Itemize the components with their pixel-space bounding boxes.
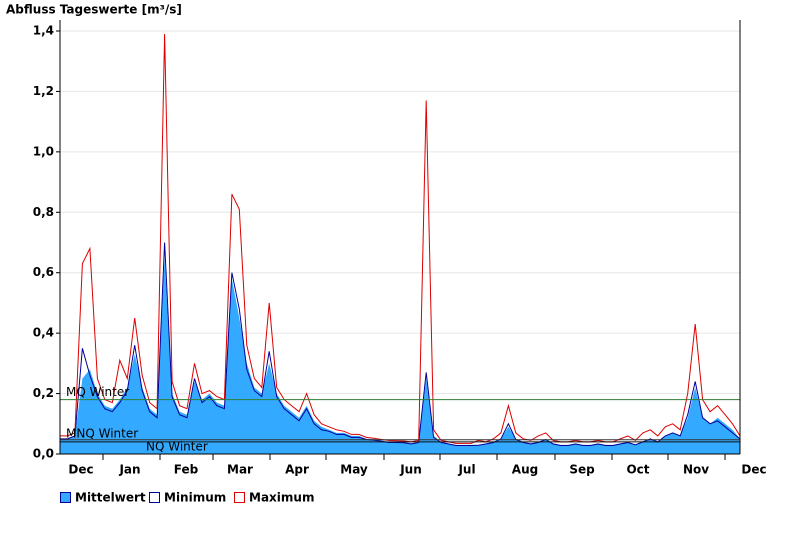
legend-label: Minimum: [164, 491, 226, 505]
y-tick-label: 1,2: [33, 84, 54, 98]
x-tick-label: Aug: [512, 463, 538, 477]
x-tick-label: Mar: [227, 463, 253, 477]
y-tick-label: 0,2: [33, 386, 54, 400]
y-tick-label: 1,4: [33, 24, 54, 38]
x-tick-label: Oct: [626, 463, 649, 477]
chart-title: Abfluss Tageswerte [m³/s]: [6, 3, 182, 17]
legend-item: Minimum: [149, 491, 226, 505]
reference-label: NQ Winter: [146, 439, 208, 453]
x-tick-label: Jun: [399, 463, 422, 477]
x-tick-label: Sep: [569, 463, 595, 477]
x-tick-label: Jan: [118, 463, 140, 477]
legend-swatch: [60, 492, 71, 503]
area: [60, 257, 740, 454]
legend-swatch: [234, 492, 245, 503]
legend-item: Mittelwert: [60, 491, 146, 505]
y-tick-label: 0,8: [33, 205, 54, 219]
legend-label: Maximum: [249, 491, 314, 505]
y-tick-label: 0,4: [33, 326, 54, 340]
x-tick-label: Dec: [741, 463, 766, 477]
reference-label: MQ Winter: [66, 385, 129, 399]
x-tick-label: May: [340, 463, 368, 477]
x-tick-label: Feb: [174, 463, 199, 477]
legend-swatch: [149, 492, 160, 503]
line: [60, 33, 741, 444]
y-tick-label: 0,0: [33, 447, 54, 461]
y-tick-label: 0,6: [33, 265, 54, 279]
x-tick-label: Apr: [285, 463, 309, 477]
legend-item: Maximum: [234, 491, 314, 505]
x-tick-label: Jul: [457, 463, 475, 477]
x-tick-label: Nov: [683, 463, 709, 477]
y-tick-label: 1,0: [33, 144, 54, 158]
reference-label: MNQ Winter: [66, 426, 138, 440]
x-tick-label: Dec: [68, 463, 93, 477]
legend-label: Mittelwert: [75, 491, 146, 505]
